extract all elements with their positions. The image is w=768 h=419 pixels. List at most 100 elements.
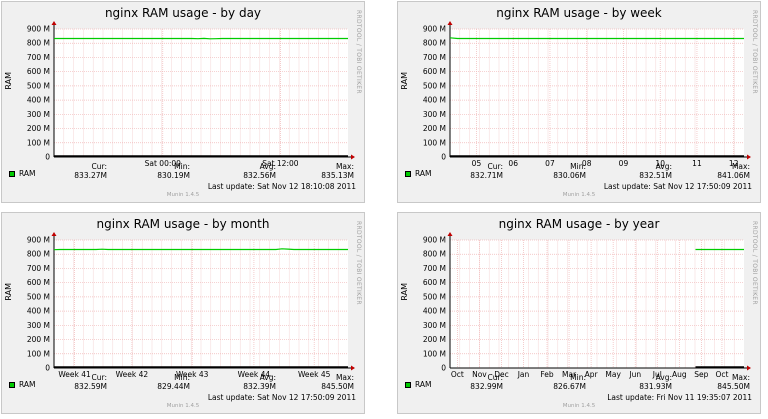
y-tick-label: 600 M [423, 278, 446, 287]
stat-avg-value: 831.93M [639, 382, 672, 391]
stat-avg-label: Avg: [259, 373, 276, 382]
y-tick-label: 800 M [27, 39, 50, 48]
x-tick-label: Mar [562, 370, 577, 379]
x-tick-label: Feb [540, 370, 554, 379]
last-update: Last update: Sat Nov 12 18:10:08 2011 [207, 182, 356, 191]
y-tick-label: 600 M [423, 67, 446, 76]
stat-avg-value: 832.51M [639, 171, 672, 180]
y-tick-label: 700 M [423, 264, 446, 273]
y-tick-label: 200 M [27, 124, 50, 133]
stat-cur-value: 832.71M [470, 171, 503, 180]
y-tick-label: 800 M [27, 250, 50, 259]
y-tick-label: 900 M [423, 25, 446, 34]
y-tick-label: 100 M [27, 138, 50, 147]
y-tick-label: 100 M [27, 349, 50, 358]
y-tick-label: 0 [45, 364, 50, 373]
legend-label: RAM [415, 380, 432, 389]
x-tick-label: Sat 00:00 [145, 159, 182, 168]
y-tick-label: 600 M [27, 67, 50, 76]
stat-min-label: Min: [570, 162, 586, 171]
munin-version: Munin 1.4.5 [166, 192, 200, 198]
stat-max-value: 835.13M [321, 171, 354, 180]
x-tick-label: Apr [585, 370, 599, 379]
legend-swatch [405, 170, 411, 177]
y-tick-label: 300 M [27, 110, 50, 119]
x-tick-label: Sat 12:00 [262, 159, 299, 168]
stat-min-label: Min: [174, 162, 190, 171]
y-tick-label: 400 M [27, 307, 50, 316]
graph-panel: nginx RAM usage - by year RRDTOOL / TOBI … [397, 212, 761, 414]
stat-avg: Avg: 831.93M [612, 373, 672, 391]
y-tick-label: 0 [45, 153, 50, 162]
stat-avg-label: Avg: [655, 373, 672, 382]
x-tick-label: Dec [494, 370, 509, 379]
x-tick-label: 09 [619, 159, 629, 168]
legend-label: RAM [415, 169, 432, 178]
legend-swatch [9, 381, 15, 388]
stat-max-value: 841.06M [717, 171, 750, 180]
stat-cur-label: Cur: [91, 373, 107, 382]
stat-cur-label: Cur: [487, 373, 503, 382]
stat-cur: Cur: 832.71M [443, 162, 503, 180]
y-tick-label: 900 M [27, 236, 50, 245]
stat-min: Min: 829.44M [130, 373, 190, 391]
munin-version: Munin 1.4.5 [562, 403, 596, 409]
stat-avg-value: 832.56M [243, 171, 276, 180]
x-tick-label: Sep [694, 370, 708, 379]
stat-min: Min: 830.06M [526, 162, 586, 180]
y-tick-label: 100 M [423, 349, 446, 358]
legend-label: RAM [19, 169, 36, 178]
series-line-ram [449, 37, 744, 40]
x-tick-label: Week 43 [176, 370, 209, 379]
plot-area: 0 100 M 200 M 300 M 400 M 500 M 600 M 700 M 800 … [27, 21, 355, 168]
legend-swatch [405, 381, 411, 388]
x-tick-label: 11 [692, 159, 702, 168]
stat-min-value: 830.06M [553, 171, 586, 180]
stat-max: Max: 841.06M [690, 162, 750, 180]
stat-avg-label: Avg: [259, 162, 276, 171]
last-update: Last update: Sat Nov 12 17:50:09 2011 [603, 182, 752, 191]
x-tick-label: Jul [652, 370, 662, 379]
y-tick-label: 900 M [27, 25, 50, 34]
x-tick-label: Week 44 [238, 370, 271, 379]
rrdtool-credit: RRDTOOL / TOBI OETIKER [751, 10, 758, 94]
y-tick-label: 300 M [27, 321, 50, 330]
x-tick-label: Week 42 [116, 370, 149, 379]
y-tick-label: 100 M [423, 138, 446, 147]
x-tick-label: Nov [472, 370, 487, 379]
y-tick-label: 900 M [423, 236, 446, 245]
x-tick-label: Jan [517, 370, 530, 379]
y-tick-label: 400 M [423, 307, 446, 316]
y-tick-label: 500 M [423, 81, 446, 90]
x-tick-label: Jun [628, 370, 641, 379]
stat-avg: Avg: 832.39M [216, 373, 276, 391]
legend-ram: RAM [405, 380, 432, 389]
y-tick-label: 200 M [27, 335, 50, 344]
stat-max-label: Max: [335, 162, 354, 171]
series-line-ram [53, 248, 348, 251]
y-tick-label: 500 M [423, 292, 446, 301]
y-tick-label: 700 M [27, 53, 50, 62]
stat-min-value: 830.19M [157, 171, 190, 180]
y-tick-label: 500 M [27, 292, 50, 301]
chart-title: nginx RAM usage - by month [96, 217, 270, 231]
chart-title: nginx RAM usage - by day [104, 6, 262, 20]
stat-min-label: Min: [570, 373, 586, 382]
x-tick-label: 08 [582, 159, 592, 168]
last-update: Last update: Fri Nov 11 19:35:07 2011 [607, 393, 752, 402]
x-tick-label: Week 45 [298, 370, 331, 379]
stat-min-value: 826.67M [553, 382, 586, 391]
y-tick-label: 0 [441, 364, 446, 373]
y-tick-label: 0 [441, 153, 446, 162]
x-tick-label: 05 [472, 159, 482, 168]
y-tick-label: 700 M [423, 53, 446, 62]
rrdtool-credit: RRDTOOL / TOBI OETIKER [355, 221, 362, 305]
y-tick-label: 600 M [27, 278, 50, 287]
y-tick-label: 400 M [423, 96, 446, 105]
stat-cur: Cur: 833.27M [47, 162, 107, 180]
stat-max: Max: 845.50M [294, 373, 354, 391]
x-tick-label: 10 [655, 159, 665, 168]
stat-avg-value: 832.39M [243, 382, 276, 391]
legend-swatch [9, 170, 15, 177]
y-tick-label: 800 M [423, 250, 446, 259]
